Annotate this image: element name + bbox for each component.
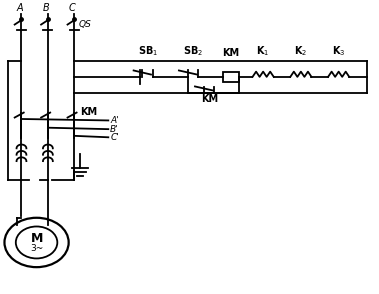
Text: C': C' xyxy=(110,133,119,142)
Text: SB$_2$: SB$_2$ xyxy=(183,44,203,58)
Text: B: B xyxy=(42,3,49,13)
Text: KM: KM xyxy=(201,94,218,104)
Text: KM: KM xyxy=(222,48,240,58)
Text: 3~: 3~ xyxy=(30,244,43,253)
Text: K$_2$: K$_2$ xyxy=(294,44,307,58)
Text: C: C xyxy=(69,3,76,13)
Text: SB$_1$: SB$_1$ xyxy=(138,44,158,58)
Bar xyxy=(224,72,239,82)
Text: A': A' xyxy=(110,116,119,125)
Text: K$_3$: K$_3$ xyxy=(332,44,345,58)
Text: A: A xyxy=(16,3,23,13)
Text: M: M xyxy=(30,232,43,245)
Text: K$_1$: K$_1$ xyxy=(257,44,270,58)
Text: B': B' xyxy=(110,125,119,134)
Text: KM: KM xyxy=(80,107,97,117)
Text: QS: QS xyxy=(79,20,92,29)
